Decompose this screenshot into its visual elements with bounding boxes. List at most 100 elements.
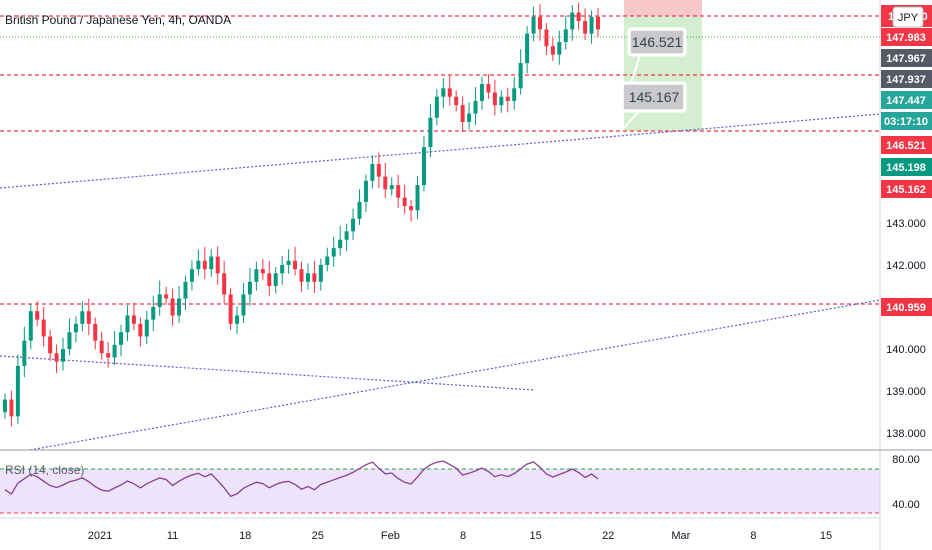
candle-body xyxy=(125,315,130,333)
candle-body xyxy=(131,315,136,324)
candle-body xyxy=(363,180,368,202)
candle-body xyxy=(119,332,124,345)
time-tick: 11 xyxy=(167,530,178,542)
candle-body xyxy=(525,33,530,64)
candle-body xyxy=(86,311,91,324)
candle-body xyxy=(54,353,59,362)
candle-body xyxy=(144,319,149,337)
candle-body xyxy=(183,281,188,299)
candle-body xyxy=(67,332,72,350)
candle-body xyxy=(196,260,201,270)
candle-body xyxy=(544,29,549,47)
time-tick: 18 xyxy=(239,530,251,542)
candle-body xyxy=(93,323,98,341)
candle-body xyxy=(61,349,66,362)
candle-body xyxy=(22,340,27,366)
candle-body xyxy=(589,16,594,34)
candle-body xyxy=(409,206,414,211)
time-tick: 22 xyxy=(602,530,614,542)
candle-body xyxy=(518,63,523,89)
rsi-tick-80: 80.00 xyxy=(892,454,920,466)
candle-body xyxy=(189,269,194,282)
candles-group xyxy=(3,2,600,427)
price-tag-bg xyxy=(881,28,932,46)
candle-body xyxy=(325,256,330,265)
candle-body xyxy=(80,311,85,324)
candle-body xyxy=(447,88,452,97)
price-tag-label: 140.959 xyxy=(886,302,926,314)
price-tag-bg xyxy=(881,180,932,198)
candle-body xyxy=(473,100,478,114)
callout-target-1[interactable]: 146.521 xyxy=(623,27,687,106)
candle-body xyxy=(467,113,472,122)
time-tick: 15 xyxy=(529,530,541,542)
callout-text-1: 146.521 xyxy=(632,34,683,50)
candle-body xyxy=(434,96,439,118)
candle-body xyxy=(318,264,323,282)
candle-body xyxy=(202,260,207,270)
price-tick: 140.000 xyxy=(886,344,926,356)
candle-body xyxy=(3,399,7,413)
price-tag-label: 146.521 xyxy=(886,140,926,152)
time-axis[interactable]: 2021 11 18 25 Feb 8 15 22 Mar 8 15 xyxy=(88,530,832,542)
candle-body xyxy=(460,105,465,122)
candle-body xyxy=(570,12,575,30)
price-tick: 138.000 xyxy=(886,428,926,440)
rsi-tick-40: 40.00 xyxy=(892,499,920,511)
candle-body xyxy=(505,96,510,101)
candle-body xyxy=(112,344,117,358)
candle-body xyxy=(415,185,420,211)
callout-target-2[interactable]: 145.167 xyxy=(620,81,687,129)
time-tick: 15 xyxy=(820,530,832,542)
time-tick: Feb xyxy=(381,530,400,542)
price-tag-label: 147.967 xyxy=(886,53,926,65)
candle-body xyxy=(576,12,581,22)
price-tick: 139.000 xyxy=(886,386,926,398)
price-tick: 142.000 xyxy=(886,260,926,272)
candle-body xyxy=(260,269,265,274)
price-tag-bg xyxy=(881,91,932,109)
candle-body xyxy=(28,311,33,341)
candle-body xyxy=(357,201,362,219)
price-tag-label: 03:17:10 xyxy=(884,116,928,128)
rsi-band xyxy=(0,469,880,513)
trendline-upper[interactable] xyxy=(0,113,881,189)
trendline-mid[interactable] xyxy=(0,355,536,391)
price-tag-label: 145.198 xyxy=(886,162,926,174)
candle-body xyxy=(15,365,20,417)
candle-body xyxy=(441,88,446,97)
candle-body xyxy=(241,294,246,316)
price-tick: 143.000 xyxy=(886,218,926,230)
price-tag-bg xyxy=(881,112,932,130)
candle-body xyxy=(164,294,169,299)
time-tick: 25 xyxy=(312,530,324,542)
price-tag-bg xyxy=(881,298,932,316)
candle-body xyxy=(254,269,259,282)
callout-text-2: 145.167 xyxy=(629,89,680,105)
candle-body xyxy=(389,185,394,190)
candle-body xyxy=(428,117,433,148)
price-tag-bg xyxy=(881,136,932,154)
price-axis[interactable]: 138.000 139.000 140.000 142.000 143.000 xyxy=(886,218,926,440)
currency-badge[interactable]: JPY xyxy=(892,6,924,28)
time-tick: 8 xyxy=(750,530,756,542)
candle-body xyxy=(273,273,278,286)
chart-title: British Pound / Japanese Yen, 4h, OANDA xyxy=(5,13,231,27)
time-tick: 8 xyxy=(460,530,466,542)
price-tag-bg xyxy=(881,158,932,176)
candle-body xyxy=(479,84,484,101)
candle-body xyxy=(177,298,182,316)
candle-body xyxy=(402,197,407,207)
price-tag-label: 147.937 xyxy=(886,74,926,86)
candle-body xyxy=(351,218,356,232)
rsi-line xyxy=(4,460,599,498)
candle-body xyxy=(222,273,227,295)
candle-body xyxy=(73,323,78,333)
candle-body xyxy=(48,336,53,354)
stop-zone xyxy=(624,0,702,16)
candle-body xyxy=(331,248,336,257)
candle-body xyxy=(280,264,285,274)
candle-body xyxy=(370,164,375,181)
